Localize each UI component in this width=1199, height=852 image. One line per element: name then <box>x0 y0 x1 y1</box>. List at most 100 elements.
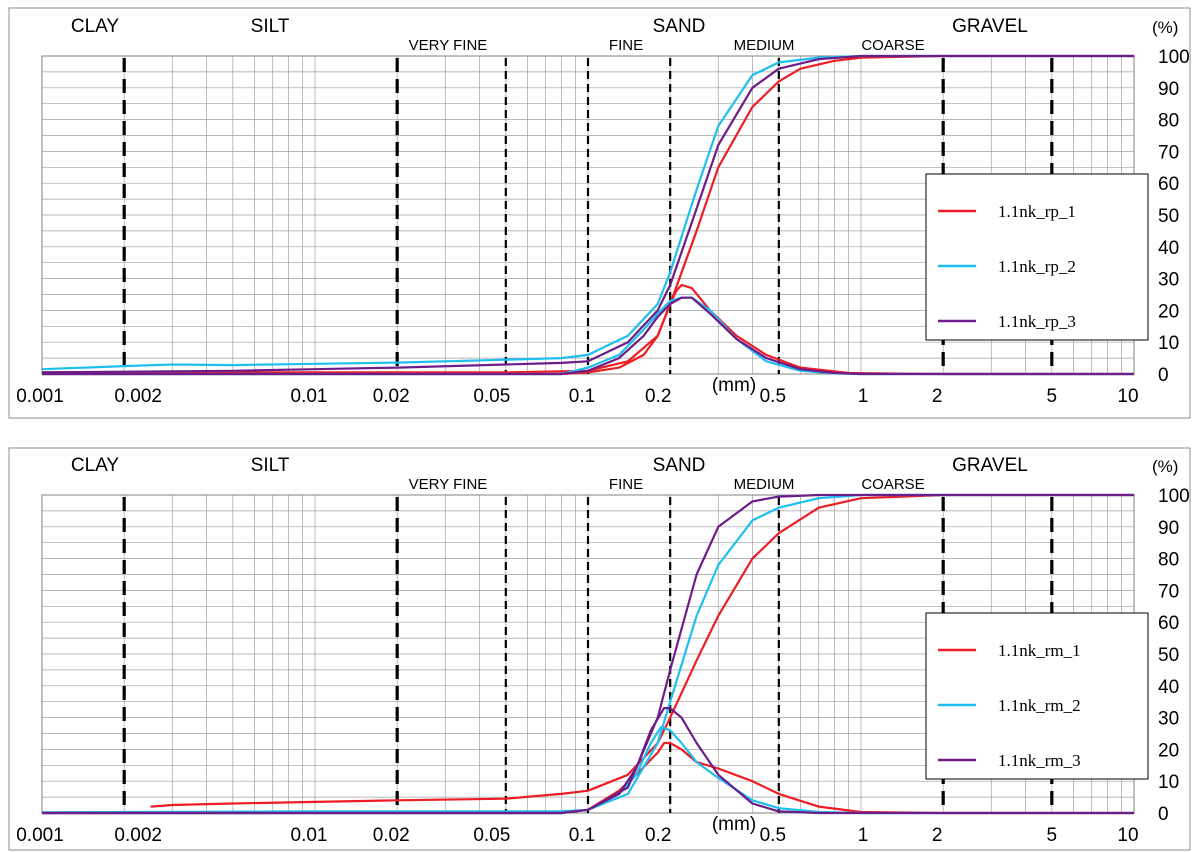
y-tick-label: 30 <box>1158 709 1179 730</box>
class-label-group: SAND <box>653 16 706 37</box>
y-tick-label: 10 <box>1158 333 1179 354</box>
series-2-cumulative-line <box>41 54 1134 371</box>
class-label-group: SILT <box>251 16 290 37</box>
legend: 1.1nk_rp_1 1.1nk_rp_2 1.1nk_rp_3 <box>925 173 1149 341</box>
class-label: SILT <box>251 16 290 37</box>
x-tick-label: 2 <box>932 825 943 846</box>
y-tick-label: 90 <box>1158 79 1179 100</box>
class-label-group: CLAY <box>71 455 120 476</box>
chart-top: 1.1nk_rp_1 1.1nk_rp_2 1.1nk_rp_3 0 10 20 30 40 5… <box>8 7 1191 419</box>
y-tick-label: 90 <box>1158 518 1179 539</box>
class-label-group: COARSE <box>861 37 924 54</box>
class-label-group: CLAY <box>71 16 120 37</box>
class-label-group: VERY FINE <box>409 476 488 493</box>
series-1-cumulative-line <box>42 54 1134 374</box>
y-tick-label: 80 <box>1158 550 1179 571</box>
x-tick-label: 2 <box>932 386 943 407</box>
x-tick-label: 0.001 <box>16 386 64 407</box>
series-3-frequency-line <box>42 706 1134 815</box>
class-label: CLAY <box>71 455 120 476</box>
series-2-cumulative-line <box>41 493 1134 814</box>
x-tick-label: 0.05 <box>473 825 510 846</box>
y-tick-label: 20 <box>1158 301 1179 322</box>
legend-label: 1.1nk_rp_3 <box>998 312 1076 331</box>
x-tick-label: 10 <box>1117 825 1138 846</box>
class-label: FINE <box>609 476 643 493</box>
y-tick-label: 60 <box>1158 174 1179 195</box>
x-tick-label: 0.02 <box>373 825 410 846</box>
x-tick-label: 1 <box>858 825 869 846</box>
y-tick-label: 70 <box>1158 142 1179 163</box>
x-tick-label: 0.01 <box>291 386 328 407</box>
legend: 1.1nk_rm_1 1.1nk_rm_2 1.1nk_rm_3 <box>925 612 1149 780</box>
y-axis-label: (%) <box>1152 457 1178 476</box>
x-tick-label: 0.001 <box>16 825 64 846</box>
x-tick-label: 0.1 <box>569 386 595 407</box>
y-tick-label: 60 <box>1158 613 1179 634</box>
x-axis-label: (mm) <box>712 375 756 396</box>
class-label-group: FINE <box>609 37 643 54</box>
y-tick-label: 40 <box>1158 238 1179 259</box>
chart-bottom: 1.1nk_rm_1 1.1nk_rm_2 1.1nk_rm_3 0 10 20 30 40 5… <box>8 447 1191 851</box>
class-label: VERY FINE <box>409 37 488 54</box>
y-tick-label: 80 <box>1158 111 1179 132</box>
x-tick-label: 5 <box>1047 386 1058 407</box>
x-tick-label: 0.2 <box>645 386 671 407</box>
class-label-group: FINE <box>609 476 643 493</box>
x-tick-label: 0.05 <box>473 386 510 407</box>
x-tick-label: 0.002 <box>114 386 162 407</box>
class-label: COARSE <box>861 37 924 54</box>
x-tick-label: 10 <box>1117 386 1138 407</box>
class-label-group: VERY FINE <box>409 37 488 54</box>
x-tick-label: 0.02 <box>373 386 410 407</box>
y-tick-label: 20 <box>1158 740 1179 761</box>
series-3-cumulative-line <box>41 54 1134 374</box>
y-tick-label: 30 <box>1158 270 1179 291</box>
class-label: MEDIUM <box>734 37 795 54</box>
x-tick-label: 0.1 <box>569 825 595 846</box>
class-label: SILT <box>251 455 290 476</box>
y-tick-label: 50 <box>1158 206 1179 227</box>
y-tick-label: 40 <box>1158 677 1179 698</box>
x-tick-label: 5 <box>1047 825 1058 846</box>
class-label: GRAVEL <box>952 16 1028 37</box>
legend-box <box>925 612 1149 780</box>
legend-label: 1.1nk_rp_1 <box>998 202 1076 221</box>
class-label: GRAVEL <box>952 455 1028 476</box>
y-tick-label: 100 <box>1158 486 1190 507</box>
class-label: SAND <box>653 455 706 476</box>
y-tick-label: 50 <box>1158 645 1179 666</box>
x-tick-label: 0.5 <box>760 825 786 846</box>
x-axis-label: (mm) <box>712 814 756 835</box>
x-tick-label: 0.5 <box>760 386 786 407</box>
class-label-group: MEDIUM <box>734 476 795 493</box>
x-tick-label: 0.2 <box>645 825 671 846</box>
y-tick-label: 100 <box>1158 47 1190 68</box>
class-label-group: MEDIUM <box>734 37 795 54</box>
series-1-frequency-line <box>42 283 1134 376</box>
x-tick-label: 0.002 <box>114 825 162 846</box>
y-tick-label: 0 <box>1158 804 1169 825</box>
class-label: CLAY <box>71 16 120 37</box>
class-label-group: SAND <box>653 455 706 476</box>
x-tick-label: 1 <box>858 386 869 407</box>
legend-label: 1.1nk_rm_2 <box>998 696 1081 715</box>
class-label: SAND <box>653 16 706 37</box>
class-label-group: GRAVEL <box>952 455 1028 476</box>
class-label-group: GRAVEL <box>952 16 1028 37</box>
y-tick-label: 70 <box>1158 581 1179 602</box>
y-axis-label: (%) <box>1152 18 1178 37</box>
class-label: MEDIUM <box>734 476 795 493</box>
legend-label: 1.1nk_rm_1 <box>998 641 1081 660</box>
class-label-group: COARSE <box>861 476 924 493</box>
series-3-frequency-line <box>42 296 1134 376</box>
legend-box <box>925 173 1149 341</box>
class-label: VERY FINE <box>409 476 488 493</box>
class-label: COARSE <box>861 476 924 493</box>
y-tick-label: 10 <box>1158 772 1179 793</box>
y-tick-label: 0 <box>1158 365 1169 386</box>
x-tick-label: 0.01 <box>291 825 328 846</box>
legend-label: 1.1nk_rm_3 <box>998 751 1081 770</box>
class-label: FINE <box>609 37 643 54</box>
